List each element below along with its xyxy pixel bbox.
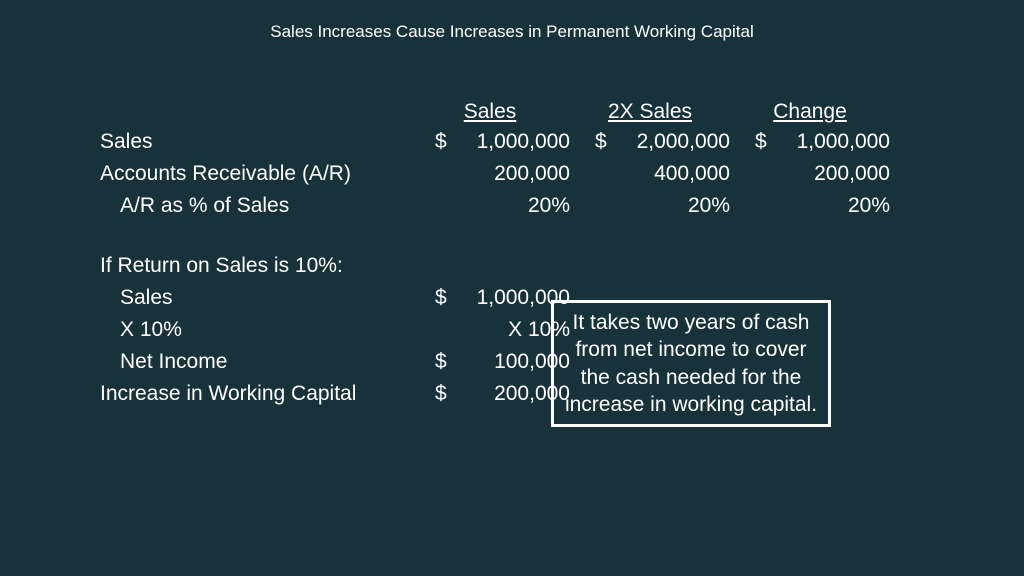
cell: 200,000 <box>730 162 890 186</box>
cell: 400,000 <box>570 162 730 186</box>
calc-label: X 10% <box>100 318 410 342</box>
calc-label: Increase in Working Capital <box>100 382 410 406</box>
cell: 200,000 <box>410 162 570 186</box>
callout-box: It takes two years of cash from net inco… <box>551 300 831 427</box>
table-row: A/R as % of Sales 20% 20% 20% <box>100 194 920 222</box>
cell: $2,000,000 <box>570 130 730 154</box>
cell: $1,000,000 <box>730 130 890 154</box>
calc-value: X 10% <box>410 318 570 342</box>
col-header: Change <box>730 100 890 124</box>
row-label: A/R as % of Sales <box>100 194 410 218</box>
table-row: Sales $1,000,000 $2,000,000 $1,000,000 <box>100 130 920 158</box>
cell: 20% <box>570 194 730 218</box>
cell: 20% <box>410 194 570 218</box>
col-header: Sales <box>410 100 570 124</box>
cell: 20% <box>730 194 890 218</box>
cell: $1,000,000 <box>410 130 570 154</box>
calc-value: $100,000 <box>410 350 570 374</box>
subhead-text: If Return on Sales is 10%: <box>100 254 500 278</box>
subhead-row: If Return on Sales is 10%: <box>100 254 920 282</box>
calc-value: $200,000 <box>410 382 570 406</box>
slide-title: Sales Increases Cause Increases in Perma… <box>0 22 1024 42</box>
calc-label: Sales <box>100 286 410 310</box>
table-header: Sales 2X Sales Change <box>100 100 920 124</box>
table-row: Accounts Receivable (A/R) 200,000 400,00… <box>100 162 920 190</box>
row-label: Accounts Receivable (A/R) <box>100 162 410 186</box>
col-header: 2X Sales <box>570 100 730 124</box>
calc-label: Net Income <box>100 350 410 374</box>
row-label: Sales <box>100 130 410 154</box>
calc-value: $1,000,000 <box>410 286 570 310</box>
